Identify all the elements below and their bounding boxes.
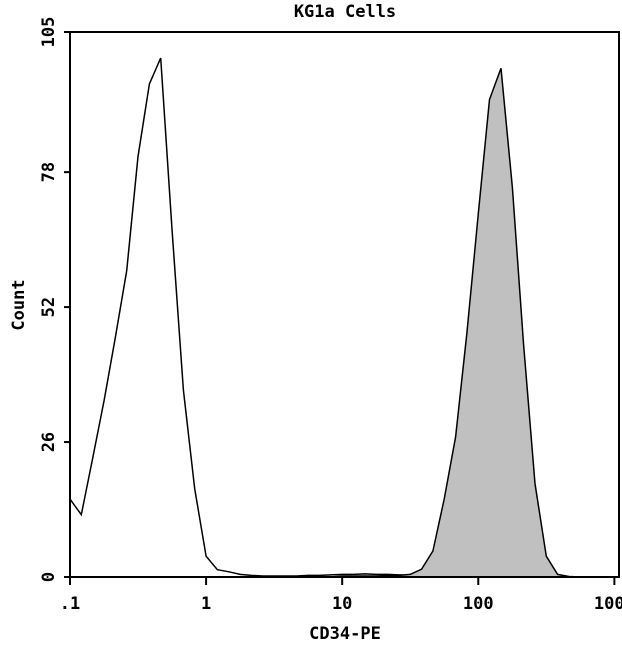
y-tick-label: 105 (39, 17, 59, 48)
y-tick-label: 0 (39, 572, 59, 582)
x-tick-label: 1000 (594, 594, 622, 614)
y-tick-label: 52 (39, 297, 59, 317)
x-tick-label: .1 (60, 594, 80, 614)
y-tick-label: 26 (39, 432, 59, 452)
plot-frame (69, 31, 620, 578)
y-tick-label: 78 (39, 162, 59, 182)
x-tick-label: 1 (201, 594, 211, 614)
chart-title: KG1a Cells (294, 2, 396, 22)
y-axis-label: Count (9, 279, 29, 330)
x-axis-label: CD34-PE (309, 624, 381, 644)
x-tick-label: 10 (332, 594, 352, 614)
histogram-area (70, 68, 615, 578)
x-tick-label: 100 (463, 594, 494, 614)
